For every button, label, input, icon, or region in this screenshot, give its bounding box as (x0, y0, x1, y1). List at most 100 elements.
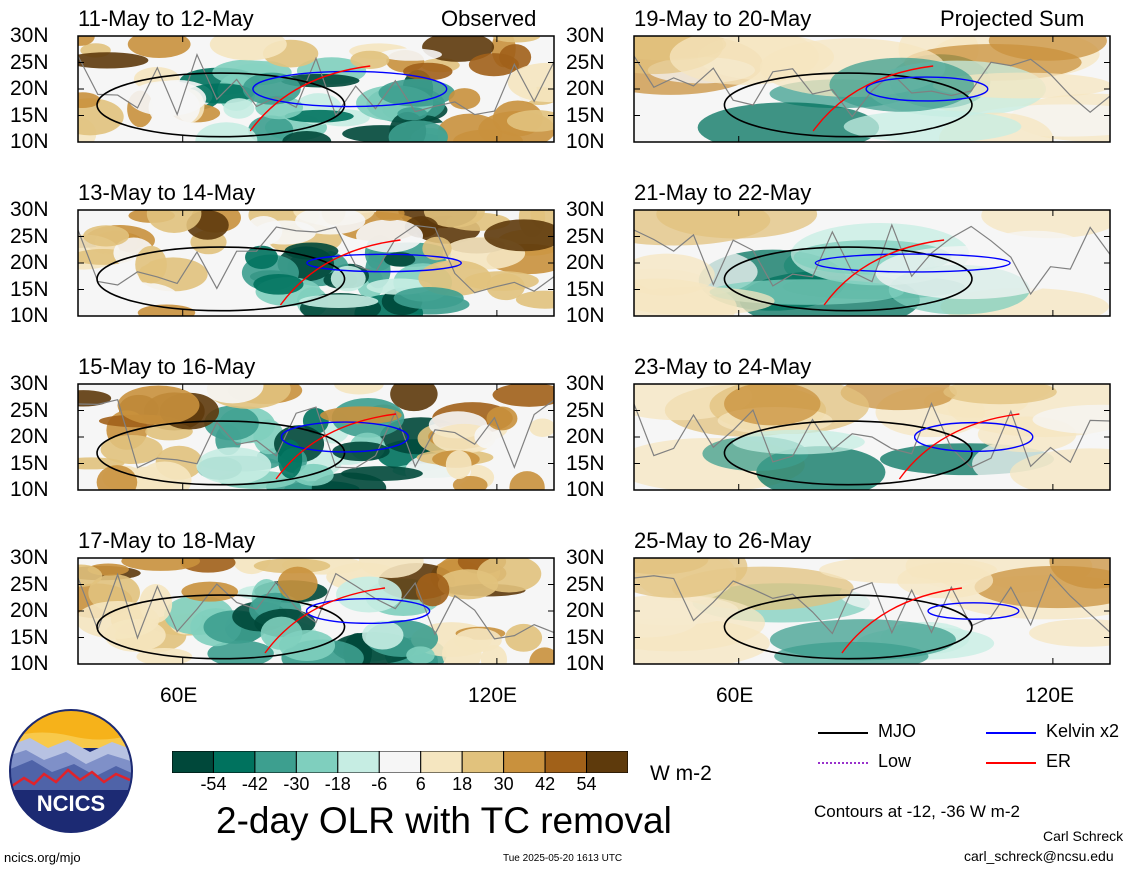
author-email: carl_schreck@ncsu.edu (964, 848, 1114, 864)
lat-label: 15N (10, 625, 49, 649)
colorbar-swatch (378, 751, 422, 773)
panel-title-1: 11-May to 12-May (78, 6, 254, 31)
lat-label: 10N (10, 652, 49, 675)
lat-label: 25N (566, 224, 605, 248)
lat-label: 20N (566, 599, 605, 622)
lat-label: 15N (566, 103, 605, 127)
panel-corner-observed: Observed (441, 6, 537, 31)
panel-corner-projected: Projected Sum (940, 6, 1085, 31)
main-title: 2-day OLR with TC removal (216, 800, 672, 841)
panel-title-5: 15-May to 16-May (78, 354, 256, 379)
colorbar-tick-label: -42 (241, 774, 268, 794)
lat-label: 10N (10, 304, 49, 327)
colorbar-tick-label: -30 (283, 774, 310, 794)
lat-label: 20N (10, 251, 49, 274)
lat-label: 10N (566, 130, 605, 153)
map-panel (77, 209, 555, 317)
legend-line-low (818, 762, 868, 764)
lat-label: 10N (566, 304, 605, 327)
lat-label: 10N (10, 478, 49, 501)
lat-label: 25N (10, 398, 49, 422)
er-contour (249, 65, 371, 132)
lat-label: 25N (566, 572, 605, 596)
lat-label: 20N (10, 599, 49, 622)
er-contour (812, 65, 934, 132)
legend-label-kelvin: Kelvin x2 (1046, 721, 1120, 741)
colorbar-tick-label: 54 (576, 774, 597, 794)
lat-label: 15N (10, 103, 49, 127)
mjo-contour (96, 246, 346, 312)
mjo-contour (96, 594, 346, 660)
lat-label: 30N (10, 372, 49, 395)
logo-text: NCICS (37, 791, 105, 816)
lat-label: 10N (566, 652, 605, 675)
colorbar-tick-label: 6 (415, 774, 426, 794)
legend-line-kelvin (986, 732, 1036, 734)
map-panel (77, 383, 555, 491)
er-contour (823, 239, 945, 306)
lat-label: 20N (10, 425, 49, 448)
lat-label: 20N (566, 77, 605, 100)
er-contour (279, 239, 401, 306)
lon-label-120e-right: 120E (1025, 684, 1075, 707)
lat-label: 15N (10, 451, 49, 475)
lat-label: 15N (566, 451, 605, 475)
mjo-contour (723, 246, 973, 312)
website: ncics.org/mjo (4, 850, 81, 865)
ncics-logo: NCICS (9, 709, 133, 833)
author: Carl Schreck (1043, 828, 1124, 844)
er-contour (264, 587, 386, 654)
colorbar-swatch (212, 751, 256, 773)
map-panel (77, 557, 555, 665)
kelvin-contour (927, 602, 1020, 620)
colorbar-swatch (586, 751, 628, 773)
colorbar-swatch (420, 751, 463, 773)
mjo-contour (723, 420, 973, 486)
lat-label: 25N (10, 572, 49, 596)
timestamp: Tue 2025-05-20 1613 UTC (503, 853, 623, 864)
colorbar-swatch (461, 751, 505, 773)
panel-title-4: 21-May to 22-May (634, 180, 812, 205)
panel-title-6: 23-May to 24-May (634, 354, 812, 379)
kelvin-contour (280, 421, 409, 453)
lat-label: 15N (10, 277, 49, 301)
lat-label: 10N (566, 478, 605, 501)
map-panel (633, 383, 1111, 491)
lat-label: 15N (566, 625, 605, 649)
mjo-contour (723, 594, 973, 660)
kelvin-contour (814, 253, 1011, 273)
legend-line-mjo (818, 732, 868, 734)
colorbar-tick-label: 18 (452, 774, 473, 794)
legend-label-er: ER (1046, 751, 1072, 771)
lat-label: 15N (566, 277, 605, 301)
map-panel (77, 35, 555, 143)
colorbar (172, 751, 628, 773)
lat-label: 30N (10, 24, 49, 47)
lat-label: 25N (566, 398, 605, 422)
lat-label: 10N (10, 130, 49, 153)
kelvin-contour (913, 421, 1034, 453)
kelvin-contour (252, 70, 448, 108)
contours-note: Contours at -12, -36 W m-2 (814, 802, 1020, 821)
lon-label-60e-right: 60E (716, 684, 754, 707)
olr-map-panels (77, 35, 1111, 665)
colorbar-tick-label: 42 (535, 774, 556, 794)
er-contour (898, 413, 1020, 480)
colorbar-tick-label: 30 (493, 774, 514, 794)
panel-title-3: 13-May to 14-May (78, 180, 256, 205)
er-contour (841, 587, 963, 654)
colorbar-swatch (544, 751, 588, 773)
colorbar-unit: W m-2 (650, 762, 712, 785)
kelvin-contour (306, 253, 462, 273)
panel-title-8: 25-May to 26-May (634, 528, 812, 553)
lat-label: 30N (566, 24, 605, 47)
lat-label: 25N (10, 50, 49, 74)
map-panel (633, 557, 1111, 665)
mjo-contour (723, 72, 973, 138)
lat-label: 25N (566, 50, 605, 74)
colorbar-swatch (172, 751, 214, 773)
map-panel (633, 209, 1111, 317)
lat-label: 30N (10, 546, 49, 569)
colorbar-swatch (254, 751, 297, 773)
er-contour (275, 413, 397, 480)
